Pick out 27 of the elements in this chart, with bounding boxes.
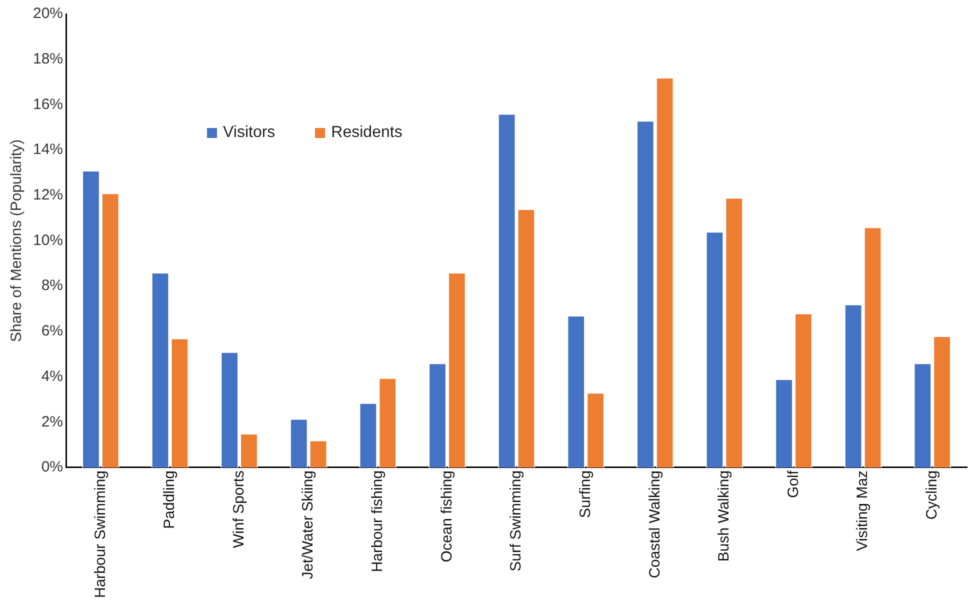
x-tick-label: Harbour Swimming xyxy=(92,470,109,598)
x-tick-label: Cycling xyxy=(923,470,940,520)
x-tick-label: Golf xyxy=(784,470,802,498)
x-tick-label: Visiting Maz xyxy=(854,470,872,552)
y-tick-label: 16% xyxy=(32,96,64,113)
legend-label: Visitors xyxy=(223,124,276,142)
legend-label: Residents xyxy=(331,124,402,142)
x-tick-label: Jet/Water Skiing xyxy=(300,470,317,580)
y-tick-label: 0% xyxy=(41,458,64,476)
y-tick-label: 8% xyxy=(41,277,64,294)
y-axis-title: Share of Mentions (Popularity) xyxy=(8,139,26,342)
x-tick-label: Surfing xyxy=(576,470,594,518)
y-tick-label: 18% xyxy=(32,50,64,68)
x-tick-label: Coastal Walking xyxy=(646,470,664,578)
y-tick-label: 2% xyxy=(41,413,64,430)
x-tick-label: Surf Swimming xyxy=(508,470,525,572)
y-tick-label: 4% xyxy=(41,368,64,385)
x-tick-label: Ocean fishing xyxy=(438,470,456,562)
y-tick-label: 14% xyxy=(32,141,64,158)
x-tick-label: Winf Sports xyxy=(230,470,248,548)
y-tick-label: 20% xyxy=(32,5,64,22)
x-tick-label: Harbour fishing xyxy=(369,470,386,572)
y-tick-label: 10% xyxy=(32,232,64,249)
x-tick-label: Paddling xyxy=(161,470,178,529)
y-tick-label: 12% xyxy=(32,186,64,204)
x-tick-label: Bush Walking xyxy=(716,470,733,562)
y-tick-label: 6% xyxy=(41,322,64,340)
